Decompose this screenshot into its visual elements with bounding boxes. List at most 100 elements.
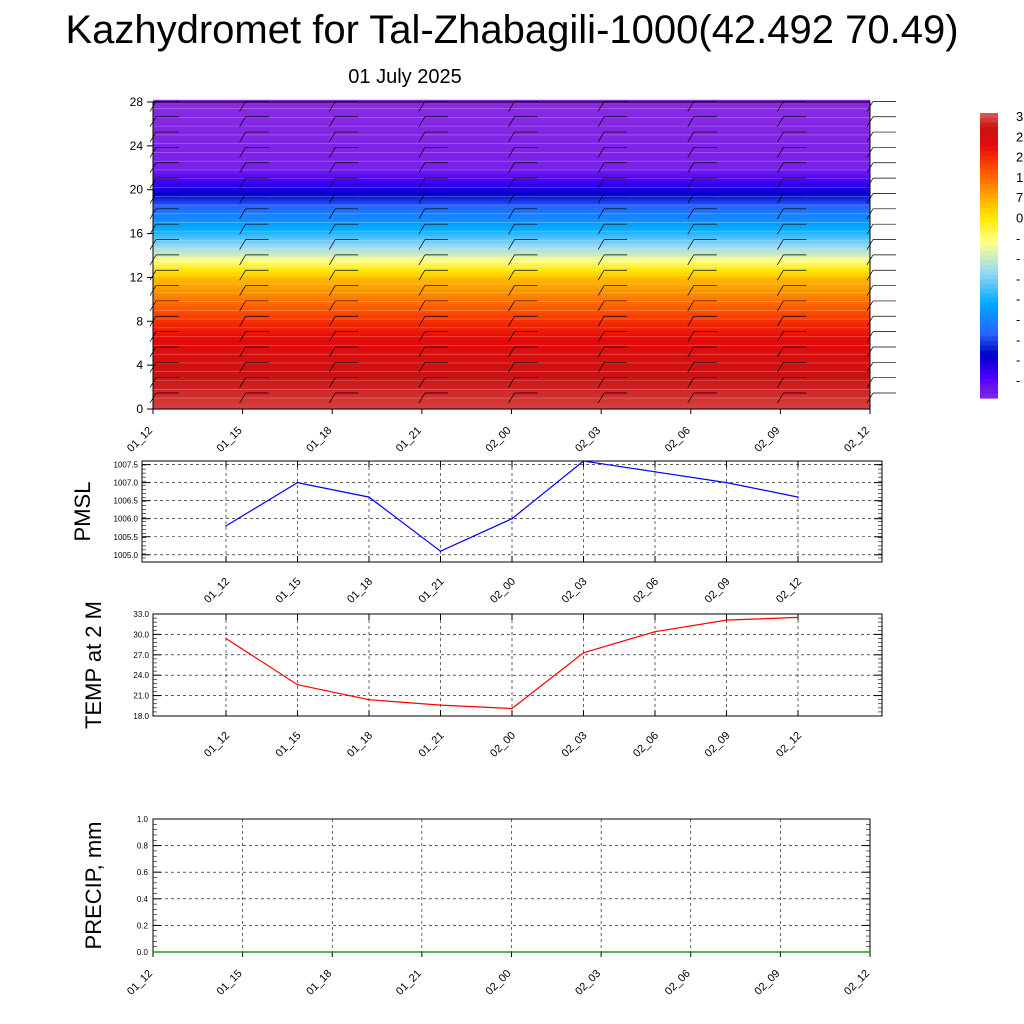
wind-barb (866, 131, 874, 143)
heatmap-band (153, 336, 870, 340)
wind-barb (239, 162, 246, 173)
wind-barb (239, 331, 246, 342)
wind-barb (328, 131, 336, 143)
wind-barb (239, 208, 246, 220)
wind-barb (418, 224, 426, 235)
y-tick-label: 12 (130, 270, 144, 284)
heatmap-band (153, 400, 870, 404)
wind-barb (777, 331, 784, 342)
y-tick-label: 4 (136, 358, 143, 372)
colorbar-swatch (980, 184, 998, 190)
colorbar-swatch (980, 217, 998, 223)
data-point (296, 481, 299, 484)
colorbar-swatch (980, 269, 998, 276)
heatmap-band (153, 303, 870, 307)
heatmap-band (153, 145, 870, 149)
y-tick-label: 24.0 (133, 671, 149, 680)
heatmap-band (153, 378, 870, 382)
wind-barb (508, 208, 515, 220)
heatmap-band (153, 115, 870, 118)
heatmap-band (153, 119, 870, 123)
heatmap-band (153, 362, 870, 366)
y-tick-label: 18.0 (133, 712, 149, 721)
wind-barb (597, 131, 605, 143)
wind-barb (597, 300, 605, 312)
wind-barb (866, 270, 874, 281)
data-point (368, 496, 370, 498)
wind-barb (508, 377, 515, 388)
wind-barb (239, 392, 246, 404)
x-tick-label: 02_09 (703, 730, 733, 760)
wind-barb (687, 331, 695, 342)
x-tick-label: 02_12 (842, 425, 872, 455)
heatmap-band (153, 292, 870, 296)
wind-barb (328, 300, 336, 312)
y-tick-label: 1007.0 (114, 479, 139, 488)
heatmap-band (153, 99, 870, 103)
heatmap-band (153, 297, 870, 300)
heatmap-band (153, 301, 870, 305)
heatmap-band (153, 389, 870, 393)
heatmap-band (153, 281, 870, 285)
wind-barb (149, 162, 157, 173)
wind-barb (149, 193, 157, 204)
heatmap-band (153, 341, 870, 344)
wind-barb (687, 346, 695, 358)
colorbar-label: - (1016, 271, 1020, 286)
wind-barb (418, 177, 426, 189)
data-point (654, 471, 656, 473)
colorbar-swatch (980, 260, 998, 266)
wind-barb (418, 147, 426, 158)
heatmap-band (153, 209, 870, 213)
wind-barb (149, 254, 157, 266)
colorbar-swatch (980, 141, 998, 147)
colorbar-swatch (980, 369, 998, 375)
wind-barb (239, 316, 246, 327)
colorbar-label: 0 (1016, 211, 1023, 226)
wind-barb (328, 147, 336, 158)
colorbar-swatch (980, 279, 998, 285)
wind-barb (508, 270, 515, 281)
x-tick-label: 01_15 (215, 968, 245, 998)
x-tick-label: 01_12 (202, 576, 232, 606)
wind-barb (239, 285, 246, 296)
colorbar-swatch (980, 388, 998, 394)
heatmap-band (153, 338, 870, 342)
heatmap-band (153, 126, 870, 129)
heatmap-band (153, 216, 870, 219)
x-tick-label: 01_12 (125, 425, 155, 455)
heatmap-band (153, 360, 870, 364)
heatmap-band (153, 172, 870, 175)
heatmap-band (153, 123, 870, 127)
y-tick-label: 1006.5 (114, 497, 139, 506)
wind-barb (149, 362, 157, 373)
x-tick-label: 01_21 (394, 425, 424, 455)
wind-barb (777, 131, 784, 143)
heatmap-band (153, 373, 870, 377)
heatmap-band (153, 233, 870, 237)
heatmap-band (153, 259, 870, 263)
heatmap-band (153, 316, 870, 320)
heatmap-band (153, 404, 870, 408)
heatmap-band (153, 237, 870, 241)
y-tick-label: 1005.5 (114, 533, 139, 542)
y-tick-label: 0.0 (137, 948, 149, 957)
wind-barb (687, 208, 695, 220)
colorbar-swatch (980, 383, 998, 390)
colorbar-swatch (980, 160, 998, 166)
x-tick-label: 02_00 (488, 730, 518, 760)
colorbar-swatch (980, 117, 998, 124)
colorbar-swatch (980, 132, 998, 138)
wind-barb (149, 147, 157, 158)
wind-barb (328, 101, 336, 112)
wind-barb (777, 101, 784, 112)
wind-barb (239, 346, 246, 358)
data-point (725, 619, 728, 621)
wind-barb (149, 224, 157, 235)
colorbar-swatch (980, 374, 998, 380)
wind-barb (866, 116, 874, 127)
wind-barb (239, 147, 246, 158)
heatmap-band (153, 159, 870, 162)
heatmap-band (153, 240, 870, 243)
wind-barb (687, 131, 695, 143)
